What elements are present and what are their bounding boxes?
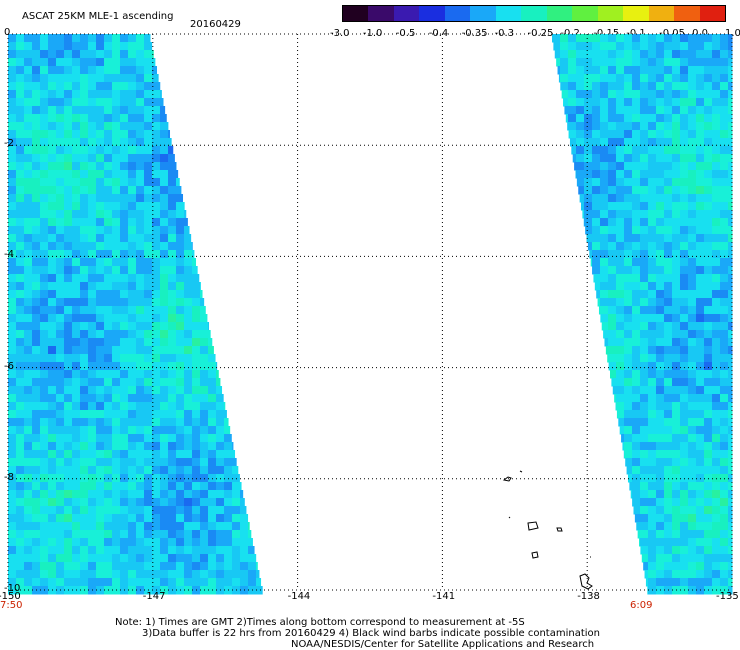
color-bar-segment: [521, 6, 547, 21]
latitude-label: -8: [4, 471, 14, 483]
latitude-label: -2: [4, 138, 14, 150]
latitude-label: -10: [4, 583, 21, 594]
right-swath-time: 6:09: [630, 600, 653, 611]
footer-note-line2: 3)Data buffer is 22 hrs from 20160429 4)…: [142, 628, 600, 639]
map-date: 20160429: [190, 19, 241, 30]
color-bar-segment: [368, 6, 394, 21]
color-bar-label: 1.0: [725, 28, 740, 39]
color-bar-segment: [572, 6, 598, 21]
lat-lon-grid: [7, 33, 733, 591]
footer-note-line1: Note: 1) Times are GMT 2)Times along bot…: [115, 617, 525, 628]
longitude-label: -150: [0, 591, 21, 602]
longitude-label: -141: [432, 591, 456, 602]
latitude-label: -6: [4, 360, 14, 372]
color-bar-segment: [674, 6, 700, 21]
left-swath-data: [8, 34, 263, 595]
color-bar-segment: [648, 6, 675, 21]
longitude-label: -144: [287, 591, 311, 602]
color-bar-segment: [546, 6, 573, 21]
color-bar-label: -0.15: [593, 28, 620, 39]
color-bar-label: -0.4: [428, 28, 449, 39]
right-swath-data: [552, 34, 733, 595]
color-bar-label: -3.0: [330, 28, 350, 39]
latitude-label: 0: [4, 27, 11, 38]
map-title: ASCAT 25KM MLE-1 ascending: [22, 11, 174, 22]
color-bar-segment: [470, 6, 496, 21]
color-bar-segment: [393, 6, 420, 21]
color-bar-segment: [597, 6, 624, 21]
color-bar-segment: [699, 6, 726, 21]
island-outlines: [502, 470, 593, 590]
color-bar-segment: [495, 6, 522, 21]
color-bar-segment: [623, 6, 649, 21]
color-bar-label: -0.35: [461, 28, 488, 39]
latitude-label: -4: [4, 249, 14, 261]
longitude-label: -135: [716, 591, 739, 602]
color-bar-label: -0.5: [395, 28, 416, 39]
left-swath-time: 7:50: [0, 600, 23, 611]
color-bar-segment: [419, 6, 445, 21]
longitude-label: -138: [577, 591, 600, 602]
longitude-label: -147: [142, 591, 166, 602]
color-bar-segment: [343, 6, 369, 21]
footer-credit: NOAA/NESDIS/Center for Satellite Applica…: [291, 639, 595, 650]
color-bar-label: -0.2: [560, 28, 580, 39]
color-bar: [342, 5, 726, 22]
color-bar-segment: [444, 6, 471, 21]
